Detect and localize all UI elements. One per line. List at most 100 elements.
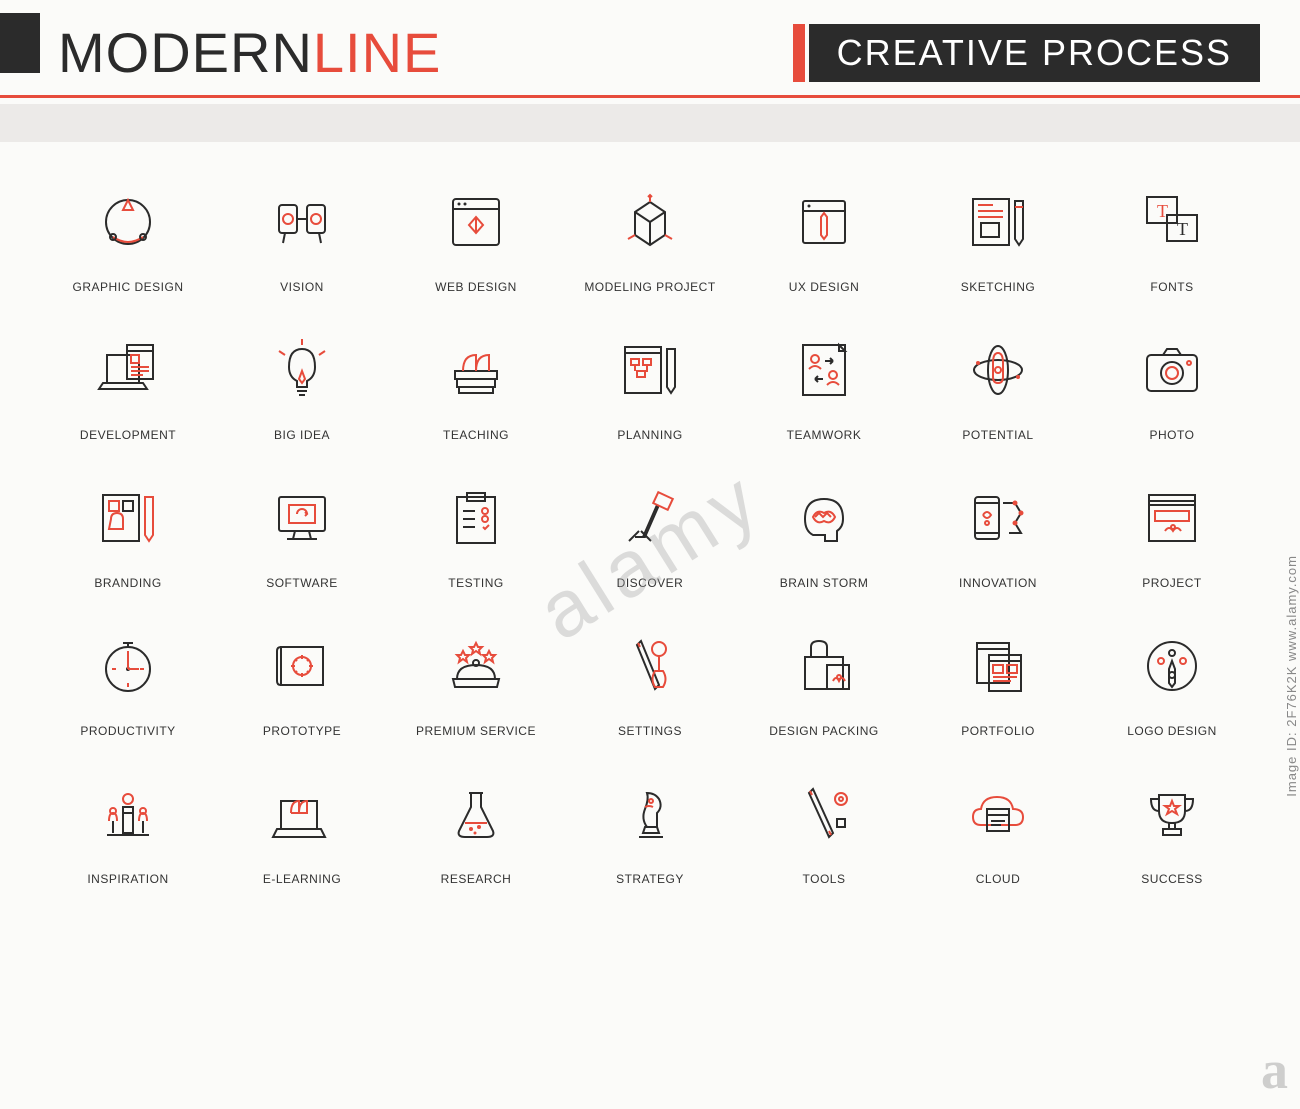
icon-cell-project: PROJECT bbox=[1094, 478, 1250, 590]
subtitle-badge: CREATIVE PROCESS bbox=[809, 24, 1260, 82]
svg-text:T: T bbox=[1157, 201, 1168, 221]
icon-cell-big-idea: BIG IDEA bbox=[224, 330, 380, 442]
grey-band bbox=[0, 104, 1300, 142]
icon-cell-logo-design: LOGO DESIGN bbox=[1094, 626, 1250, 738]
icon-cell-success: SUCCESS bbox=[1094, 774, 1250, 886]
icon-label: TESTING bbox=[448, 576, 504, 590]
title: MODERNLINE bbox=[58, 20, 441, 85]
icon-label: BIG IDEA bbox=[274, 428, 330, 442]
icon-label: SETTINGS bbox=[618, 724, 682, 738]
sketching-icon bbox=[958, 182, 1038, 262]
red-divider bbox=[0, 95, 1300, 98]
icon-cell-teaching: TEACHING bbox=[398, 330, 554, 442]
icon-label: MODELING PROJECT bbox=[584, 280, 715, 294]
settings-icon bbox=[610, 626, 690, 706]
fonts-icon: TT bbox=[1132, 182, 1212, 262]
icon-cell-strategy: STRATEGY bbox=[572, 774, 728, 886]
icon-label: DEVELOPMENT bbox=[80, 428, 176, 442]
icon-label: VISION bbox=[280, 280, 324, 294]
icon-cell-inspiration: INSPIRATION bbox=[50, 774, 206, 886]
icon-cell-potential: POTENTIAL bbox=[920, 330, 1076, 442]
e-learning-icon bbox=[262, 774, 342, 854]
ux-design-icon bbox=[784, 182, 864, 262]
icon-label: E-LEARNING bbox=[263, 872, 341, 886]
vision-icon bbox=[262, 182, 342, 262]
icon-cell-testing: TESTING bbox=[398, 478, 554, 590]
icon-cell-photo: PHOTO bbox=[1094, 330, 1250, 442]
icon-cell-e-learning: E-LEARNING bbox=[224, 774, 380, 886]
icon-label: LOGO DESIGN bbox=[1127, 724, 1217, 738]
icon-cell-discover: DISCOVER bbox=[572, 478, 728, 590]
success-icon bbox=[1132, 774, 1212, 854]
icon-label: GRAPHIC DESIGN bbox=[72, 280, 183, 294]
development-icon bbox=[88, 330, 168, 410]
icon-label: INNOVATION bbox=[959, 576, 1037, 590]
icon-cell-cloud: CLOUD bbox=[920, 774, 1076, 886]
tools-icon bbox=[784, 774, 864, 854]
icon-label: PLANNING bbox=[617, 428, 682, 442]
icon-label: POTENTIAL bbox=[962, 428, 1033, 442]
modeling-project-icon bbox=[610, 182, 690, 262]
icon-cell-teamwork: TEAMWORK bbox=[746, 330, 902, 442]
icon-cell-fonts: TT FONTS bbox=[1094, 182, 1250, 294]
icon-cell-settings: SETTINGS bbox=[572, 626, 728, 738]
logo-design-icon bbox=[1132, 626, 1212, 706]
icon-label: TOOLS bbox=[803, 872, 846, 886]
title-red: LINE bbox=[313, 21, 442, 84]
icon-label: PROJECT bbox=[1142, 576, 1202, 590]
photo-icon bbox=[1132, 330, 1212, 410]
icon-label: SOFTWARE bbox=[266, 576, 338, 590]
icon-cell-development: DEVELOPMENT bbox=[50, 330, 206, 442]
icon-cell-modeling-project: MODELING PROJECT bbox=[572, 182, 728, 294]
icon-label: BRANDING bbox=[94, 576, 161, 590]
premium-service-icon bbox=[436, 626, 516, 706]
brain-storm-icon bbox=[784, 478, 864, 558]
icon-label: WEB DESIGN bbox=[435, 280, 517, 294]
project-icon bbox=[1132, 478, 1212, 558]
icon-cell-tools: TOOLS bbox=[746, 774, 902, 886]
software-icon bbox=[262, 478, 342, 558]
icon-cell-sketching: SKETCHING bbox=[920, 182, 1076, 294]
icon-cell-ux-design: UX DESIGN bbox=[746, 182, 902, 294]
icon-label: DESIGN PACKING bbox=[769, 724, 878, 738]
icon-cell-brain-storm: BRAIN STORM bbox=[746, 478, 902, 590]
icon-label: UX DESIGN bbox=[789, 280, 860, 294]
graphic-design-icon bbox=[88, 182, 168, 262]
productivity-icon bbox=[88, 626, 168, 706]
icon-label: TEAMWORK bbox=[787, 428, 862, 442]
icon-label: PREMIUM SERVICE bbox=[416, 724, 536, 738]
icon-label: STRATEGY bbox=[616, 872, 684, 886]
icon-cell-software: SOFTWARE bbox=[224, 478, 380, 590]
icon-cell-branding: BRANDING bbox=[50, 478, 206, 590]
web-design-icon bbox=[436, 182, 516, 262]
watermark-side: Image ID: 2F76K2K www.alamy.com bbox=[1285, 555, 1300, 797]
watermark-corner: a bbox=[1261, 1039, 1288, 1101]
icon-label: PRODUCTIVITY bbox=[80, 724, 175, 738]
prototype-icon bbox=[262, 626, 342, 706]
icon-label: DISCOVER bbox=[617, 576, 684, 590]
teamwork-icon bbox=[784, 330, 864, 410]
discover-icon bbox=[610, 478, 690, 558]
icon-cell-innovation: INNOVATION bbox=[920, 478, 1076, 590]
icon-label: FONTS bbox=[1150, 280, 1193, 294]
cloud-icon bbox=[958, 774, 1038, 854]
icon-cell-premium-service: PREMIUM SERVICE bbox=[398, 626, 554, 738]
branding-icon bbox=[88, 478, 168, 558]
potential-icon bbox=[958, 330, 1038, 410]
testing-icon bbox=[436, 478, 516, 558]
icon-label: PHOTO bbox=[1150, 428, 1195, 442]
innovation-icon bbox=[958, 478, 1038, 558]
icon-cell-vision: VISION bbox=[224, 182, 380, 294]
icon-cell-portfolio: PORTFOLIO bbox=[920, 626, 1076, 738]
icon-cell-graphic-design: GRAPHIC DESIGN bbox=[50, 182, 206, 294]
strategy-icon bbox=[610, 774, 690, 854]
icon-cell-prototype: PROTOTYPE bbox=[224, 626, 380, 738]
icon-label: TEACHING bbox=[443, 428, 509, 442]
icon-cell-research: RESEARCH bbox=[398, 774, 554, 886]
icon-label: INSPIRATION bbox=[87, 872, 168, 886]
svg-text:T: T bbox=[1177, 219, 1188, 239]
title-black: MODERN bbox=[58, 21, 313, 84]
icon-label: BRAIN STORM bbox=[780, 576, 869, 590]
big-idea-icon bbox=[262, 330, 342, 410]
header: MODERNLINE CREATIVE PROCESS bbox=[0, 0, 1300, 95]
